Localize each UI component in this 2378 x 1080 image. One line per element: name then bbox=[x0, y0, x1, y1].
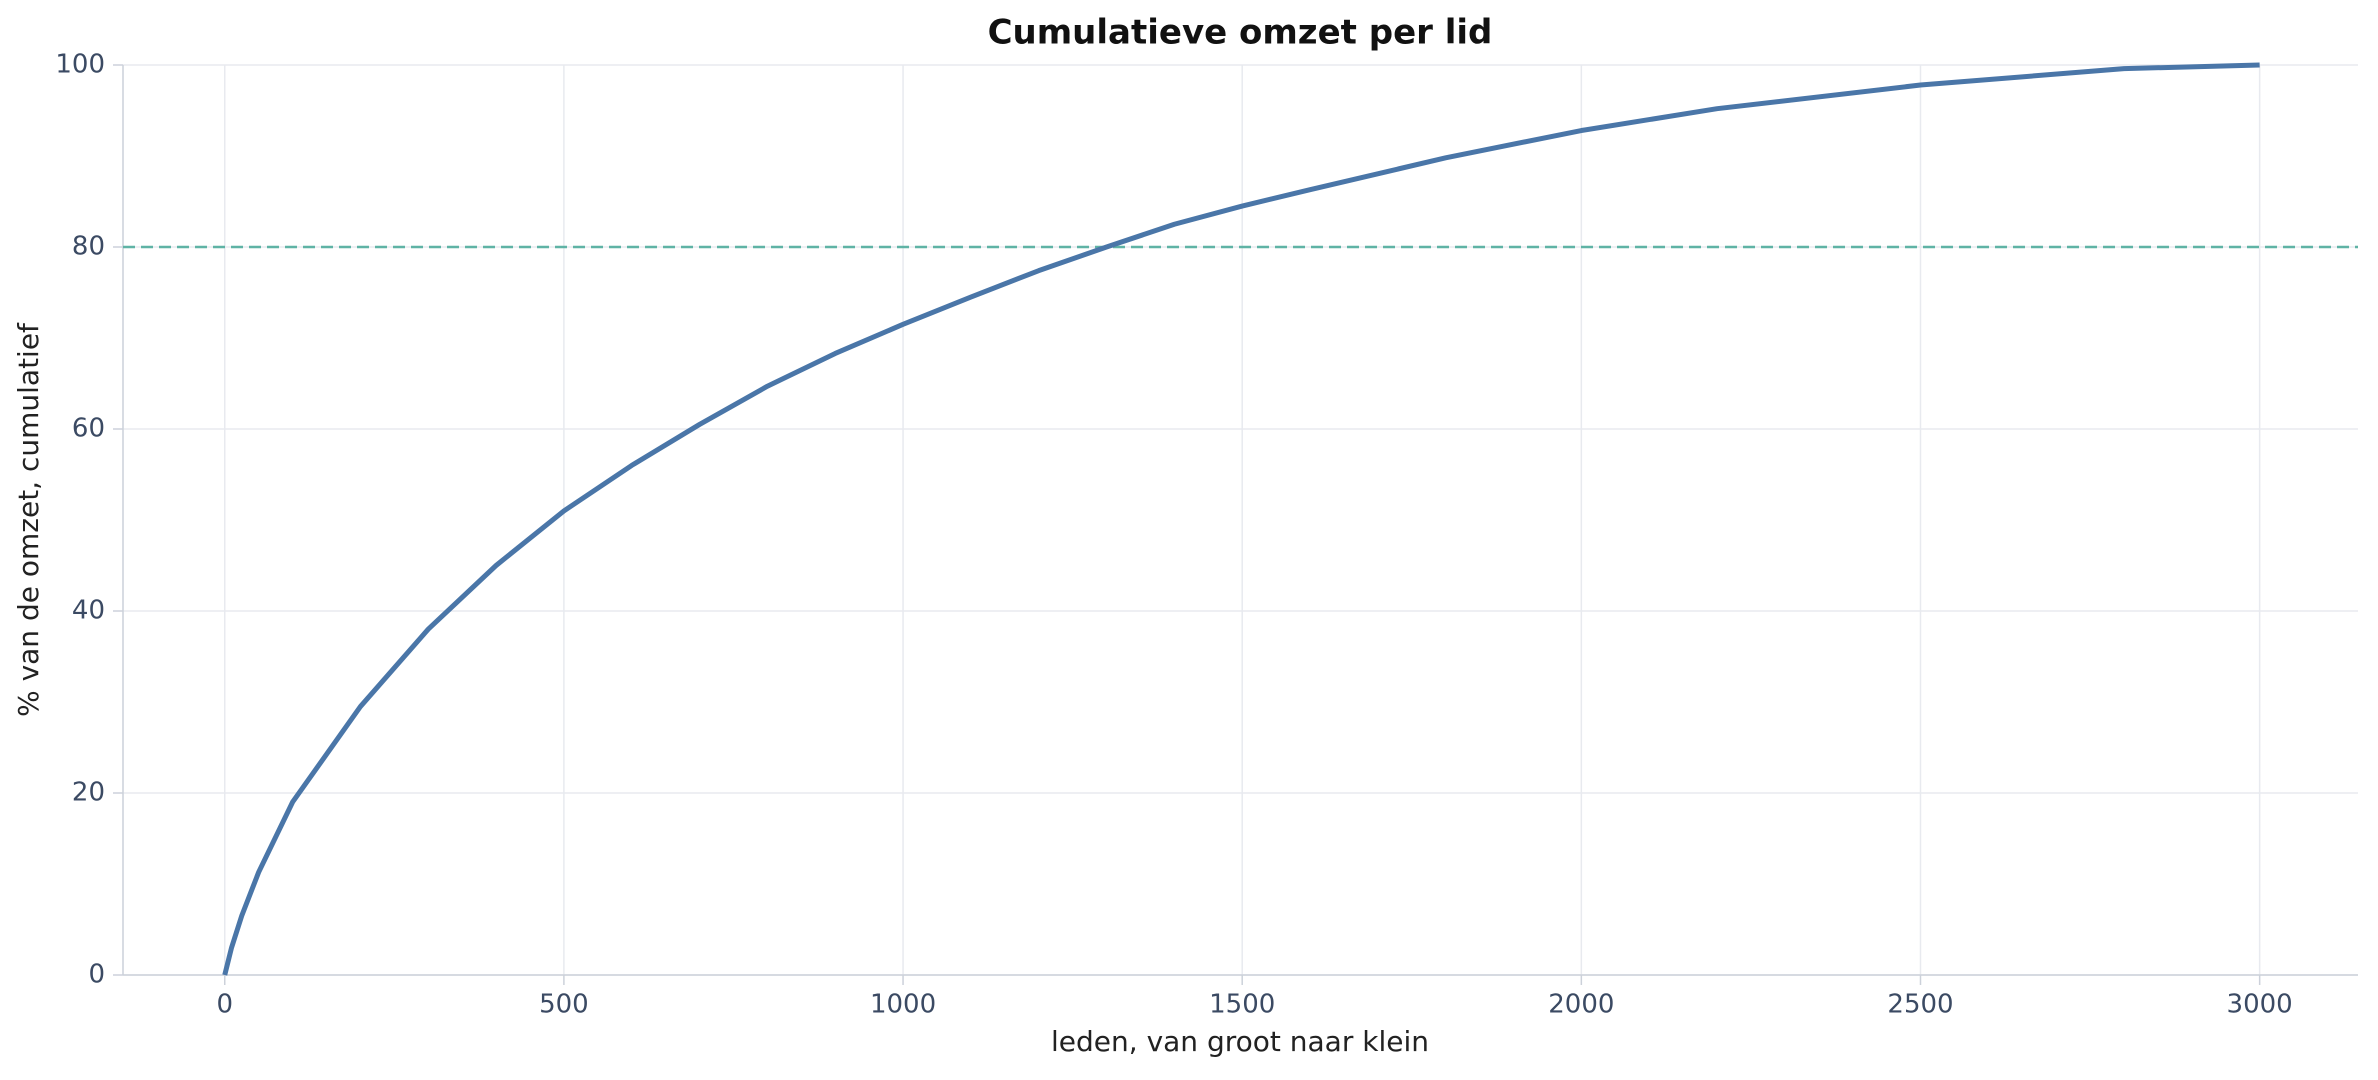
chart-title: Cumulatieve omzet per lid bbox=[988, 13, 1493, 53]
y-tick-label: 80 bbox=[72, 232, 105, 262]
y-tick-label: 60 bbox=[72, 414, 105, 444]
x-axis-label: leden, van groot naar klein bbox=[1051, 1025, 1429, 1058]
y-axis-label: % van de omzet, cumulatief bbox=[12, 322, 45, 717]
x-tick-label: 3000 bbox=[2227, 990, 2293, 1020]
y-tick-label: 20 bbox=[72, 778, 105, 808]
x-tick-label: 2500 bbox=[1887, 990, 1953, 1020]
x-tick-label: 500 bbox=[539, 990, 589, 1020]
x-tick-label: 0 bbox=[216, 990, 233, 1020]
y-tick-label: 100 bbox=[55, 50, 105, 80]
x-tick-label: 2000 bbox=[1548, 990, 1614, 1020]
x-tick-label: 1500 bbox=[1209, 990, 1275, 1020]
x-tick-label: 1000 bbox=[870, 990, 936, 1020]
y-tick-label: 40 bbox=[72, 596, 105, 626]
y-tick-label: 0 bbox=[88, 960, 105, 990]
line-series bbox=[222, 62, 2260, 976]
